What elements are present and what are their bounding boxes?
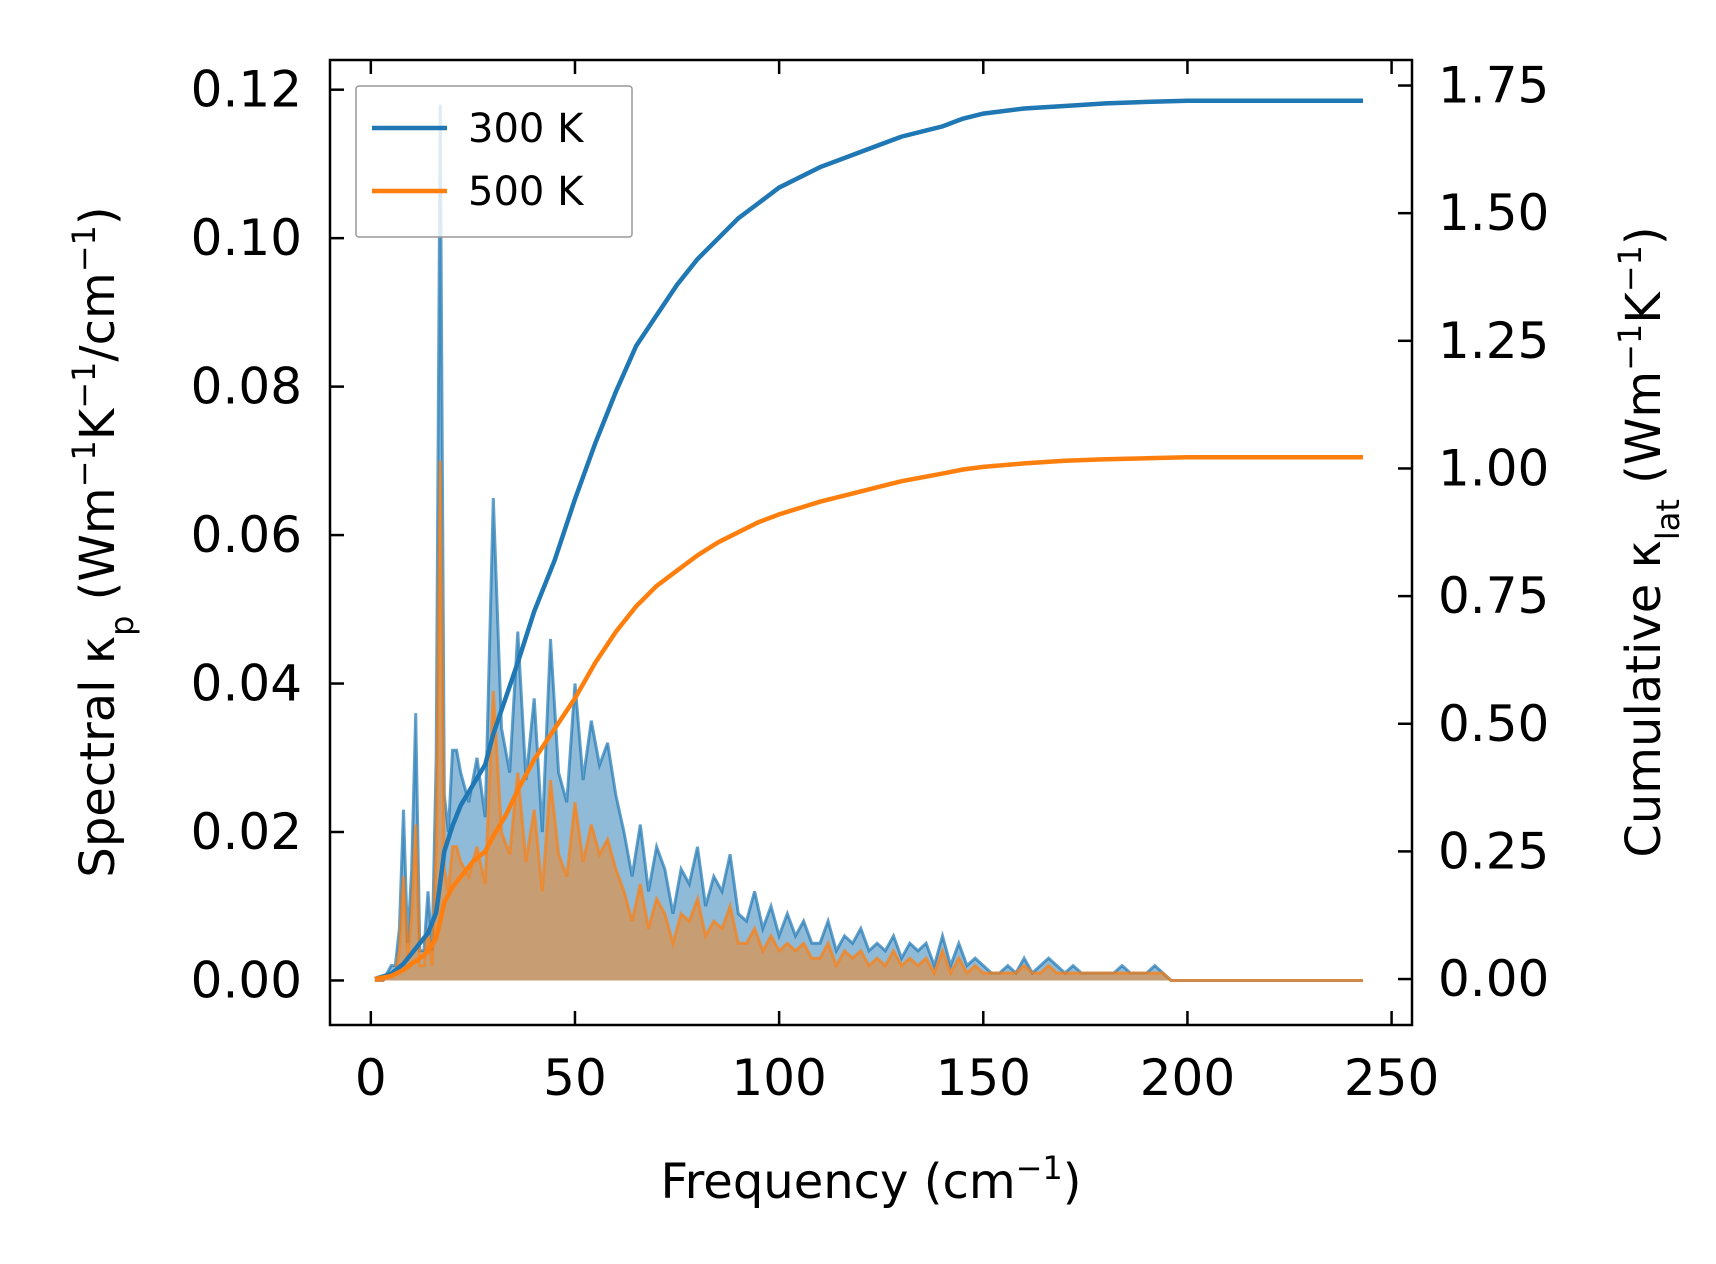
x-tick-label: 100: [731, 1049, 826, 1107]
y-left-tick-label: 0.00: [191, 951, 302, 1009]
x-tick-label: 200: [1140, 1049, 1235, 1107]
y-left-tick-label: 0.06: [191, 506, 302, 564]
y-right-tick-label: 0.75: [1438, 567, 1549, 625]
cumulative-line-500k: [374, 454, 1363, 982]
y-left-tick-label: 0.08: [191, 358, 302, 416]
x-tick-label: 50: [543, 1049, 607, 1107]
legend-box: [355, 85, 633, 238]
y-right-tick-label: 0.00: [1438, 950, 1549, 1008]
y-left-tick-label: 0.02: [191, 803, 302, 861]
y-right-tick-label: 1.00: [1438, 439, 1549, 497]
y-left-tick-label: 0.12: [191, 61, 302, 119]
legend-label-500k: 500 K: [468, 169, 585, 215]
x-axis-label: Frequency (cm−1): [660, 1149, 1081, 1210]
y-right-axis-label: Cumulative κlat (Wm−1K−1): [1611, 226, 1687, 857]
y-right-tick-label: 1.25: [1438, 312, 1549, 370]
y-left-axis-label: Spectral κp (Wm−1K−1/cm−1): [65, 206, 141, 877]
spectral-line-500k: [374, 460, 1363, 982]
legend-label-300k: 300 K: [468, 106, 585, 152]
y-right-tick-label: 1.50: [1438, 184, 1549, 242]
x-tick-label: 150: [936, 1049, 1031, 1107]
y-right-tick-label: 0.50: [1438, 695, 1549, 753]
area-500k: [374, 460, 1363, 981]
y-right-tick-label: 1.75: [1438, 57, 1549, 115]
y-right-tick-label: 0.25: [1438, 822, 1549, 880]
axes-frame: [328, 58, 1414, 1027]
axis-ticks: 0 50 100 150 200 250 0.00 0.02 0.04 0.06 0.08 0.10 0…: [191, 57, 1550, 1107]
y-left-tick-label: 0.04: [191, 655, 302, 713]
x-tick-label: 0: [355, 1049, 387, 1107]
legend: 300 K 500 K: [355, 85, 633, 238]
cumulative-line-300k: [374, 98, 1363, 982]
y-left-tick-label: 0.10: [191, 209, 302, 267]
plot-area: [374, 98, 1363, 982]
x-tick-label: 250: [1344, 1049, 1439, 1107]
